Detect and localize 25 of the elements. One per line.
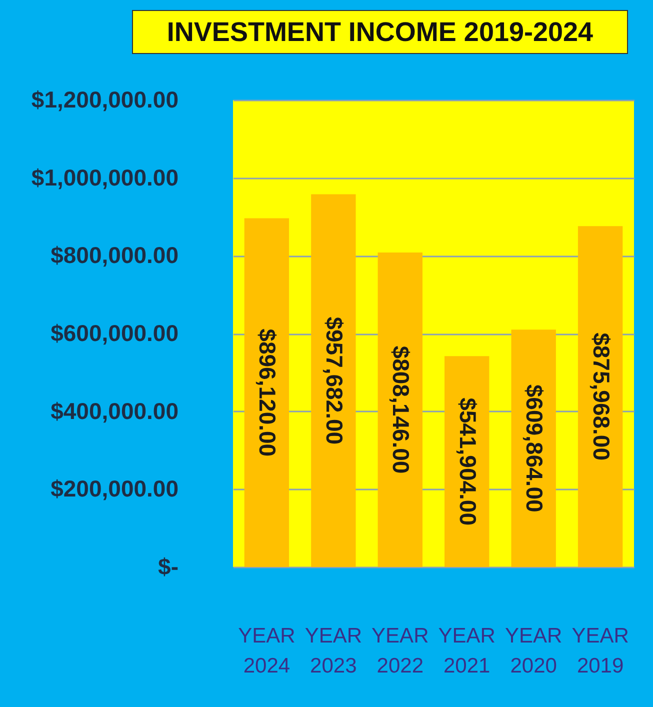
data-label: $609,864.00 — [522, 384, 548, 512]
data-label: $896,120.00 — [254, 328, 281, 457]
x-tick-label: YEAR 2024 — [238, 624, 296, 678]
bar — [378, 252, 422, 567]
chart-title: INVESTMENT INCOME 2019-2024 — [132, 10, 628, 54]
bar — [311, 194, 356, 567]
y-tick-label: $400,000.00 — [50, 398, 178, 424]
y-tick-label: $1,200,000.00 — [31, 86, 178, 112]
y-tick-label: $- — [158, 554, 178, 580]
data-label: $875,968.00 — [588, 332, 614, 461]
bar — [578, 226, 623, 567]
y-tick-label: $600,000.00 — [50, 320, 178, 346]
y-tick-label: $800,000.00 — [50, 242, 178, 268]
data-label: $808,146.00 — [388, 346, 414, 474]
x-tick-label: YEAR 2022 — [372, 624, 429, 678]
x-tick-label: YEAR 2023 — [304, 624, 362, 678]
data-label: $541,904.00 — [454, 398, 481, 526]
bar — [244, 218, 290, 567]
x-tick-label: YEAR 2021 — [438, 624, 496, 678]
data-label: $957,682.00 — [321, 316, 348, 445]
y-tick-label: $200,000.00 — [50, 476, 178, 502]
bar — [511, 330, 556, 567]
x-tick-label: YEAR 2020 — [504, 624, 562, 678]
x-tick-label: YEAR 2019 — [572, 624, 629, 678]
y-tick-label: $1,000,000.00 — [31, 164, 178, 190]
